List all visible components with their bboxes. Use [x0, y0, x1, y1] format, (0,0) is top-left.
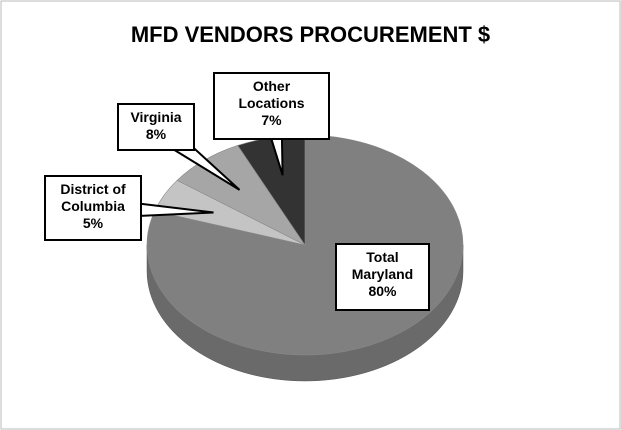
- value-label: 5%: [82, 215, 104, 231]
- value-label: 80%: [368, 283, 397, 299]
- data-label: Virginia 8%: [117, 103, 195, 151]
- data-label: Total Maryland 80%: [335, 243, 430, 311]
- value-label: 7%: [261, 112, 282, 128]
- chart-title: MFD VENDORS PROCUREMENT $: [130, 22, 491, 47]
- category-label: District of Columbia: [60, 181, 126, 214]
- category-label: Virginia: [130, 109, 182, 125]
- data-label: District of Columbia 5%: [44, 175, 142, 241]
- category-label: Other Locations: [238, 78, 305, 111]
- data-label: Other Locations 7%: [213, 72, 330, 140]
- category-label: Total Maryland: [351, 249, 414, 282]
- value-label: 8%: [145, 126, 167, 142]
